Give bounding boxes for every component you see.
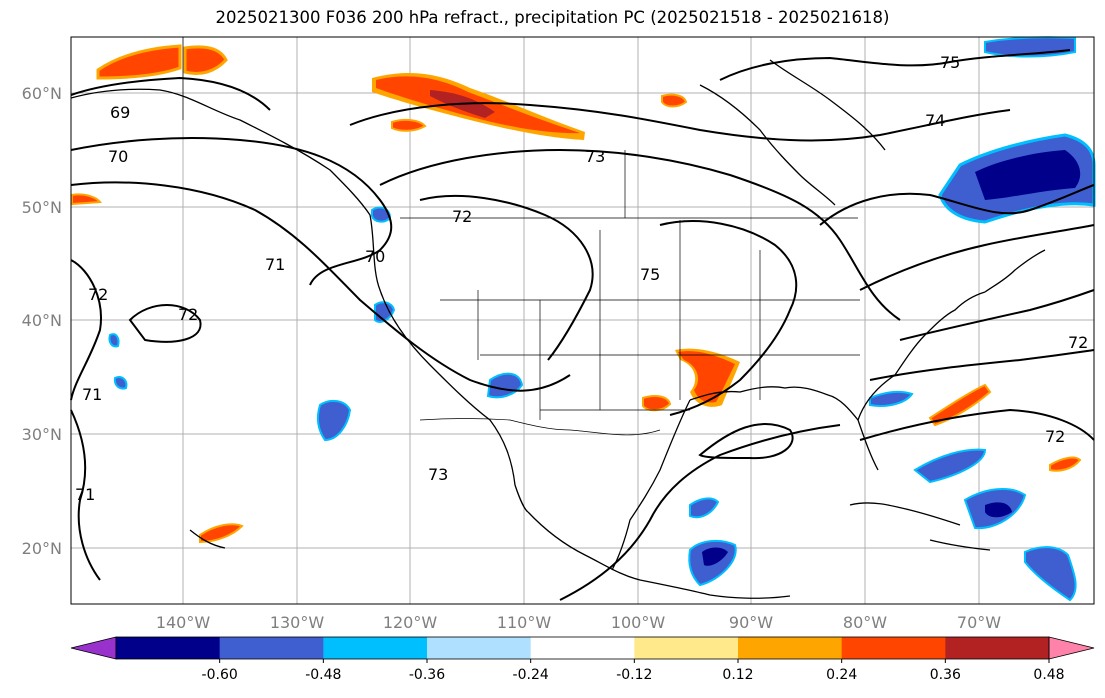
precip-positive-region [199, 523, 244, 544]
precip-positive-region [391, 118, 427, 132]
colorbar-tick-label: -0.36 [409, 667, 445, 683]
colorbar-segment [945, 637, 1050, 659]
latitude-tick-labels: 60°N 50°N 40°N 30°N 20°N [22, 84, 62, 558]
colorbar-segment [219, 637, 324, 659]
precip-positive-region [1049, 456, 1082, 472]
colorbar-segment [841, 637, 946, 659]
lat-tick-label: 20°N [22, 539, 62, 558]
colorbar-segment [738, 637, 843, 659]
lon-tick-label: 70°W [957, 613, 1001, 632]
precip-positive-region [183, 45, 228, 75]
map-title: 2025021300 F036 200 hPa refract., precip… [215, 8, 890, 27]
contour-label: 70 [365, 247, 385, 266]
precip-negative-region [702, 547, 728, 566]
lat-tick-label: 60°N [22, 84, 62, 103]
colorbar-extend-high [1048, 636, 1095, 660]
colorbar-frame [115, 636, 1050, 660]
contour-label: 75 [640, 265, 660, 284]
contour-label: 72 [452, 207, 472, 226]
colorbar-tick-label: -0.60 [202, 667, 238, 683]
precip-negative-region [689, 497, 720, 519]
precip-positive-region [661, 93, 688, 108]
colorbar-tick-label: -0.24 [513, 667, 549, 683]
precip-negative-region [985, 502, 1012, 518]
map-area: 69 70 70 71 72 72 72 73 73 74 75 75 71 7… [70, 36, 1096, 605]
precip-positive-region [71, 193, 103, 206]
lat-tick-label: 30°N [22, 425, 62, 444]
contour-label: 71 [265, 255, 285, 274]
contour-label: 72 [1045, 427, 1065, 446]
precip-negative-region [869, 390, 914, 407]
borders [182, 37, 860, 436]
precip-negative-region [108, 333, 120, 348]
contour-label: 71 [82, 385, 102, 404]
colorbar-tick-label: -0.48 [305, 667, 341, 683]
lon-tick-label: 110°W [497, 613, 552, 632]
contour-label: 72 [1068, 333, 1088, 352]
contour-labels: 69 70 70 71 72 72 72 73 73 74 75 75 71 7… [75, 53, 1088, 504]
lon-tick-label: 140°W [156, 613, 211, 632]
colorbar-tick-label: 0.36 [930, 667, 961, 683]
lat-tick-label: 50°N [22, 198, 62, 217]
contour-label: 72 [88, 285, 108, 304]
colorbar-segment [116, 637, 221, 659]
colorbar-segment [427, 637, 532, 659]
longitude-tick-labels: 140°W 130°W 120°W 110°W 100°W 90°W 80°W … [156, 613, 1001, 632]
lon-tick-label: 120°W [383, 613, 438, 632]
contour-label: 70 [108, 147, 128, 166]
precip-positive-region [642, 395, 672, 412]
precip-negative-region [1024, 546, 1077, 602]
colorbar-tick-label: 0.12 [722, 667, 753, 683]
colorbar: -0.60 -0.48 -0.36 -0.24 -0.12 0.12 0.24 0.36 0.4… [70, 636, 1095, 683]
lon-tick-label: 80°W [843, 613, 887, 632]
contour-label: 73 [585, 147, 605, 166]
colorbar-tick-label: -0.12 [616, 667, 652, 683]
contour-label: 72 [178, 305, 198, 324]
contour-label: 75 [940, 53, 960, 72]
precip-negative-region [913, 448, 987, 484]
contour-label: 74 [925, 111, 945, 130]
lon-tick-label: 100°W [611, 613, 666, 632]
precip-negative-region [975, 150, 1081, 200]
colorbar-tick-label: 0.24 [826, 667, 857, 683]
precip-positive-region [96, 44, 182, 80]
precip-negative-region [113, 376, 128, 390]
contour-label: 73 [428, 465, 448, 484]
precip-negative-region [316, 399, 352, 442]
colorbar-segment [323, 637, 428, 659]
contour-label: 69 [110, 103, 130, 122]
colorbar-tick-label: 0.48 [1033, 667, 1064, 683]
map-frame [70, 36, 1095, 605]
coastlines [70, 59, 1046, 599]
refractivity-contours [70, 49, 1095, 601]
precip-negative-region [486, 372, 524, 399]
colorbar-segment [634, 637, 739, 659]
precip-positive-region [678, 351, 735, 403]
lon-tick-label: 130°W [270, 613, 325, 632]
lon-tick-label: 90°W [729, 613, 773, 632]
colorbar-segment [530, 637, 635, 659]
contour-label: 71 [75, 485, 95, 504]
lat-tick-label: 40°N [22, 311, 62, 330]
colorbar-extend-low [70, 636, 117, 660]
